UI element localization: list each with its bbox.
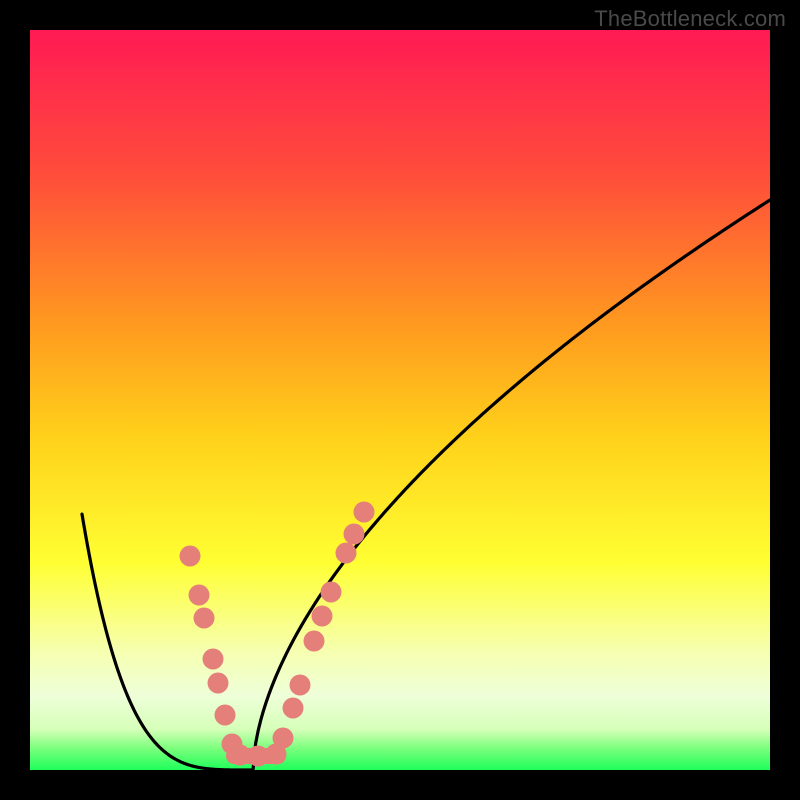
highlight-dot — [203, 649, 224, 670]
highlight-dot — [208, 673, 229, 694]
highlight-dot — [290, 675, 311, 696]
highlight-dot — [248, 746, 269, 767]
bottleneck-chart — [0, 0, 800, 800]
highlight-dot — [215, 705, 236, 726]
highlight-dot — [336, 543, 357, 564]
highlight-dot — [273, 728, 294, 749]
highlight-dot — [230, 745, 251, 766]
highlight-dot — [344, 524, 365, 545]
highlight-dot — [180, 546, 201, 567]
gradient-background — [30, 30, 770, 770]
highlight-dot — [283, 698, 304, 719]
highlight-dot — [312, 606, 333, 627]
highlight-dot — [354, 502, 375, 523]
highlight-dot — [304, 631, 325, 652]
watermark-text: TheBottleneck.com — [594, 6, 786, 32]
highlight-dot — [194, 608, 215, 629]
chart-frame: TheBottleneck.com — [0, 0, 800, 800]
highlight-dot — [189, 585, 210, 606]
highlight-dot — [321, 582, 342, 603]
